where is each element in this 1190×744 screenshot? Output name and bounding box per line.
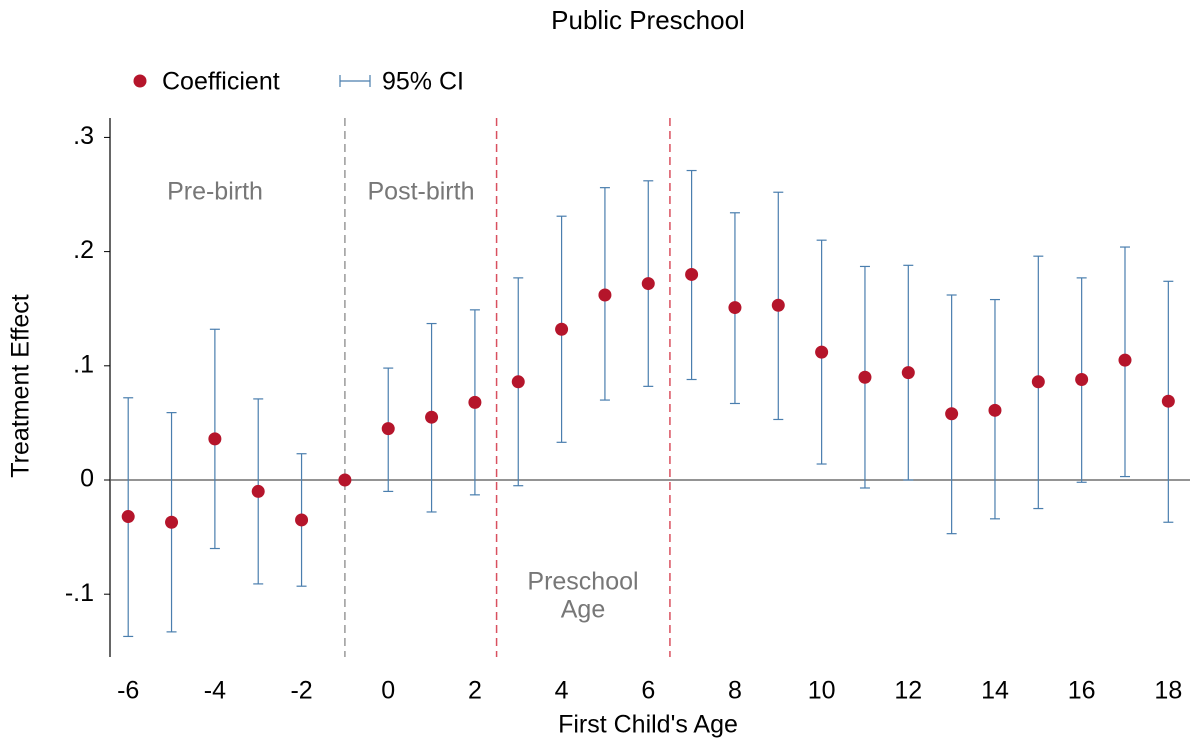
- point: [165, 515, 179, 529]
- x-tick-label: 4: [555, 677, 569, 705]
- x-tick-label: -6: [117, 677, 139, 705]
- point: [1031, 375, 1045, 389]
- x-tick-label: 10: [808, 677, 836, 705]
- x-tick-label: 16: [1068, 677, 1096, 705]
- y-tick-label: 0: [80, 465, 94, 493]
- annotation: Preschool: [527, 568, 638, 596]
- x-tick-label: -2: [290, 677, 312, 705]
- y-tick-label: .3: [73, 122, 94, 150]
- point: [1118, 353, 1132, 367]
- point: [641, 277, 655, 291]
- point: [728, 301, 742, 315]
- x-tick-label: 6: [641, 677, 655, 705]
- y-tick-label: .2: [73, 236, 94, 264]
- x-tick-label: 18: [1154, 677, 1182, 705]
- point: [815, 345, 829, 359]
- point: [425, 410, 439, 424]
- x-tick-label: -4: [204, 677, 226, 705]
- point: [555, 322, 569, 336]
- y-tick-label: .1: [73, 350, 94, 378]
- x-tick-label: 2: [468, 677, 482, 705]
- legend-label: Coefficient: [162, 68, 280, 96]
- x-tick-label: 0: [381, 677, 395, 705]
- x-tick-label: 8: [728, 677, 742, 705]
- annotation: Post-birth: [368, 178, 475, 206]
- annotation: Pre-birth: [167, 178, 263, 206]
- point: [511, 375, 525, 389]
- point: [945, 407, 959, 421]
- point: [1161, 394, 1175, 408]
- point: [901, 366, 915, 380]
- point: [988, 403, 1002, 417]
- point: [685, 267, 699, 281]
- x-axis-label: First Child's Age: [558, 711, 738, 739]
- legend-label: 95% CI: [382, 68, 464, 96]
- point: [771, 298, 785, 312]
- y-axis-label: Treatment Effect: [7, 294, 35, 477]
- point: [598, 288, 612, 302]
- point: [381, 422, 395, 436]
- point: [858, 370, 872, 384]
- point: [251, 484, 265, 498]
- point: [338, 473, 352, 487]
- point: [208, 432, 222, 446]
- annotation: Age: [561, 596, 605, 624]
- point: [1075, 373, 1089, 387]
- legend-marker: [133, 74, 147, 88]
- point: [121, 510, 135, 524]
- x-tick-label: 14: [981, 677, 1009, 705]
- chart-title: Public Preschool: [551, 5, 745, 35]
- point: [468, 395, 482, 409]
- y-tick-label: -.1: [65, 579, 94, 607]
- x-tick-label: 12: [894, 677, 922, 705]
- point: [295, 513, 309, 527]
